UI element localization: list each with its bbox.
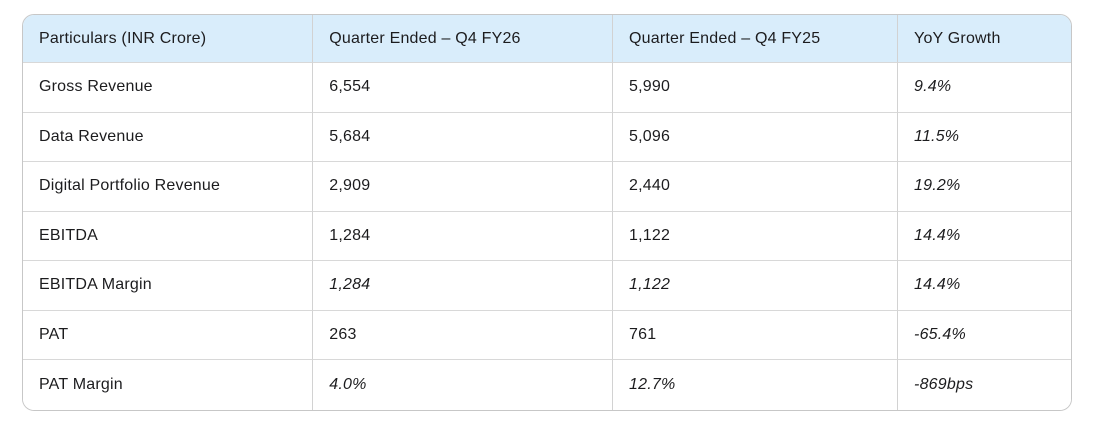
financial-results-table: Particulars (INR Crore) Quarter Ended – … [22,14,1072,411]
value-q4-fy26: 263 [313,310,613,360]
row-label: Digital Portfolio Revenue [23,162,314,212]
row-label: EBITDA Margin [23,261,314,311]
column-header-q4-fy26: Quarter Ended – Q4 FY26 [313,15,613,63]
value-q4-fy26: 1,284 [313,261,613,311]
value-q4-fy26: 5,684 [313,112,613,162]
table-row-ebitda: EBITDA 1,284 1,122 14.4% [23,211,1071,261]
value-yoy: 14.4% [898,261,1071,311]
table-row-pat: PAT 263 761 -65.4% [23,310,1071,360]
value-yoy: 11.5% [898,112,1071,162]
table-row-ebitda-margin: EBITDA Margin 1,284 1,122 14.4% [23,261,1071,311]
value-yoy: 19.2% [898,162,1071,212]
value-q4-fy25: 12.7% [613,360,899,410]
value-yoy: 14.4% [898,211,1071,261]
value-yoy: -65.4% [898,310,1071,360]
table-row-data-revenue: Data Revenue 5,684 5,096 11.5% [23,112,1071,162]
row-label: Data Revenue [23,112,314,162]
value-q4-fy26: 1,284 [313,211,613,261]
value-yoy: 9.4% [898,63,1071,113]
value-q4-fy26: 4.0% [313,360,613,410]
value-q4-fy25: 1,122 [613,261,899,311]
table-row-digital-portfolio-revenue: Digital Portfolio Revenue 2,909 2,440 19… [23,162,1071,212]
value-q4-fy25: 5,990 [613,63,899,113]
value-yoy: -869bps [898,360,1071,410]
quarterly-results-table: Particulars (INR Crore) Quarter Ended – … [23,15,1071,410]
table-row-pat-margin: PAT Margin 4.0% 12.7% -869bps [23,360,1071,410]
row-label: PAT Margin [23,360,314,410]
row-label: Gross Revenue [23,63,314,113]
value-q4-fy25: 2,440 [613,162,899,212]
value-q4-fy26: 6,554 [313,63,613,113]
value-q4-fy25: 1,122 [613,211,899,261]
value-q4-fy26: 2,909 [313,162,613,212]
table-row-gross-revenue: Gross Revenue 6,554 5,990 9.4% [23,63,1071,113]
value-q4-fy25: 5,096 [613,112,899,162]
column-header-particulars: Particulars (INR Crore) [23,15,314,63]
header-row: Particulars (INR Crore) Quarter Ended – … [23,15,1071,63]
value-q4-fy25: 761 [613,310,899,360]
row-label: EBITDA [23,211,314,261]
row-label: PAT [23,310,314,360]
column-header-yoy-growth: YoY Growth [898,15,1071,63]
column-header-q4-fy25: Quarter Ended – Q4 FY25 [613,15,899,63]
